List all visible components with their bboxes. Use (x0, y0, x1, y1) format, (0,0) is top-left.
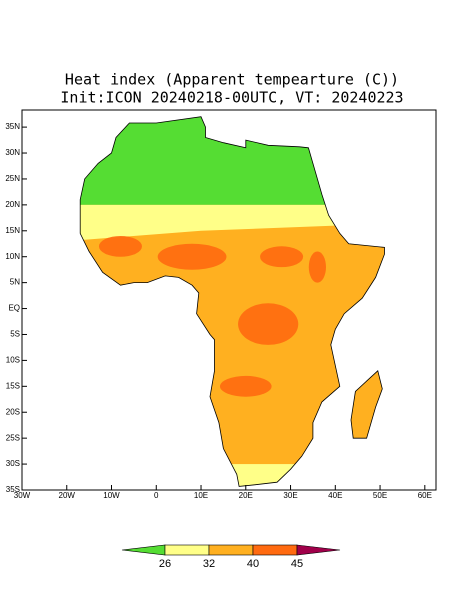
lon-tick-label: 30W (14, 491, 31, 500)
lat-tick-label: 30N (5, 148, 20, 157)
colorbar-low (121, 544, 166, 556)
lon-tick-label: 20E (239, 491, 253, 500)
lon-tick-label: 50E (373, 491, 387, 500)
colorbar-label: 40 (247, 558, 259, 570)
hot-patch (308, 251, 326, 283)
lon-tick-label: 0 (154, 491, 159, 500)
south-yellow (80, 464, 385, 487)
colorbar-box (164, 544, 210, 556)
lon-tick-label: 60E (418, 491, 432, 500)
coastline (79, 116, 385, 487)
colorbar-label: 32 (203, 558, 215, 570)
lon-tick-label: 30E (283, 491, 297, 500)
lon-tick-label: 10E (194, 491, 208, 500)
green-zone (80, 116, 385, 205)
lat-tick-label: 10N (5, 252, 20, 261)
lat-tick-label: 5S (10, 330, 20, 339)
lat-tick-label: 20N (5, 200, 20, 209)
yellow-zone (80, 204, 336, 242)
land-fill (80, 116, 385, 487)
lat-tick-label: 15N (5, 226, 20, 235)
colorbar-high (296, 544, 341, 556)
lat-tick-label: 5N (10, 278, 20, 287)
hot-patch (238, 303, 299, 345)
lat-tick-label: 20S (6, 407, 20, 416)
colorbar-box (208, 544, 254, 556)
lat-tick-label: 10S (6, 356, 20, 365)
hot-patch (219, 375, 272, 397)
lat-tick-label: 25S (6, 433, 20, 442)
lat-tick-label: EQ (8, 304, 20, 313)
hot-patch (98, 235, 142, 257)
lat-tick-label: 35N (5, 122, 20, 131)
colorbar-label: 45 (291, 558, 303, 570)
lat-tick-label: 15S (6, 381, 20, 390)
hot-patch (157, 243, 227, 270)
lat-tick-label: 25N (5, 174, 20, 183)
lat-tick-label: 30S (6, 459, 20, 468)
lon-tick-label: 10W (103, 491, 120, 500)
lat-tick-label: 35S (6, 485, 20, 494)
colorbar-label: 26 (159, 558, 171, 570)
lon-tick-label: 40E (328, 491, 342, 500)
map-frame (21, 109, 437, 491)
subtitle: Init:ICON 20240218-00UTC, VT: 20240223 (60, 89, 403, 107)
title: Heat index (Apparent tempearture (C)) (65, 71, 399, 89)
map (79, 116, 385, 487)
lon-tick-label: 20W (59, 491, 76, 500)
hot-patch (260, 246, 304, 268)
colorbar-box (252, 544, 298, 556)
